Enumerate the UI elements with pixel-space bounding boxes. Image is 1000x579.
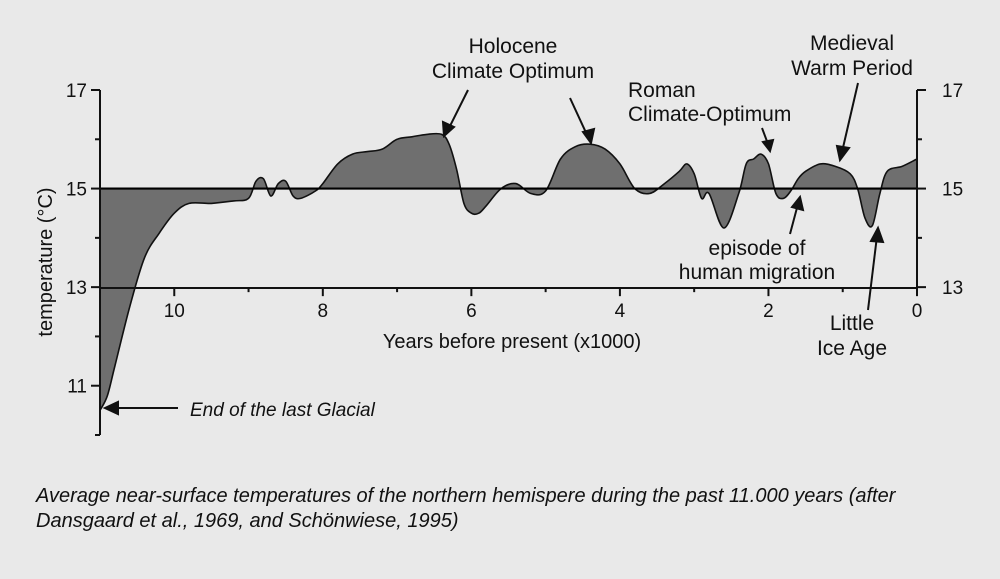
x-tick-label-6: 6 bbox=[466, 301, 477, 322]
left-y-ticks: 17 15 13 11 bbox=[66, 81, 100, 436]
medieval-arrow bbox=[841, 82, 859, 153]
right-y-ticks: 17 15 13 bbox=[917, 81, 963, 299]
left-tick-label-11: 11 bbox=[67, 377, 87, 398]
holocene-arrowhead bbox=[441, 120, 456, 139]
x-axis-title: Years before present (x1000) bbox=[383, 331, 641, 353]
little-ice-age-label-1: Little bbox=[830, 312, 874, 335]
medieval-label-1: Medieval bbox=[810, 32, 894, 55]
migration-label-2: human migration bbox=[679, 261, 835, 284]
left-tick-label-17: 17 bbox=[66, 81, 87, 102]
x-ticks: 10 8 6 4 2 0 bbox=[99, 287, 923, 322]
y-axis-title: temperature (°C) bbox=[35, 187, 57, 336]
end-of-glacial-label: End of the last Glacial bbox=[190, 400, 376, 421]
roman-peak-arrowhead bbox=[761, 138, 775, 154]
roman-label-1: Roman bbox=[628, 79, 696, 102]
right-tick-label-17: 17 bbox=[942, 81, 963, 102]
holocene-label-2: Climate Optimum bbox=[432, 60, 594, 83]
holocene-arrow bbox=[447, 89, 469, 131]
x-tick-label-10: 10 bbox=[164, 301, 185, 322]
x-tick-label-8: 8 bbox=[318, 301, 329, 322]
left-tick-label-13: 13 bbox=[66, 278, 87, 299]
medieval-arrowhead bbox=[835, 144, 851, 163]
annotation-arrows bbox=[102, 82, 885, 416]
little-ice-age-label-2: Ice Age bbox=[817, 337, 887, 360]
little-ice-age-arrowhead bbox=[869, 225, 885, 244]
holocene-label-1: Holocene bbox=[469, 35, 558, 58]
migration-label-1: episode of bbox=[709, 237, 806, 260]
medieval-label-2: Warm Period bbox=[791, 57, 913, 80]
little-ice-age-arrow bbox=[867, 235, 878, 311]
right-tick-label-15: 15 bbox=[942, 180, 963, 201]
figure-caption: Average near-surface temperatures of the… bbox=[36, 485, 896, 532]
roman-arrowhead bbox=[581, 127, 596, 146]
x-tick-label-0: 0 bbox=[912, 301, 923, 322]
glacial-arrowhead bbox=[102, 400, 119, 416]
right-tick-label-13: 13 bbox=[942, 278, 963, 299]
x-tick-label-4: 4 bbox=[615, 301, 626, 322]
x-tick-label-2: 2 bbox=[763, 301, 774, 322]
left-tick-label-15: 15 bbox=[66, 180, 87, 201]
migration-arrowhead bbox=[790, 194, 805, 212]
roman-label-2: Climate-Optimum bbox=[628, 103, 791, 126]
